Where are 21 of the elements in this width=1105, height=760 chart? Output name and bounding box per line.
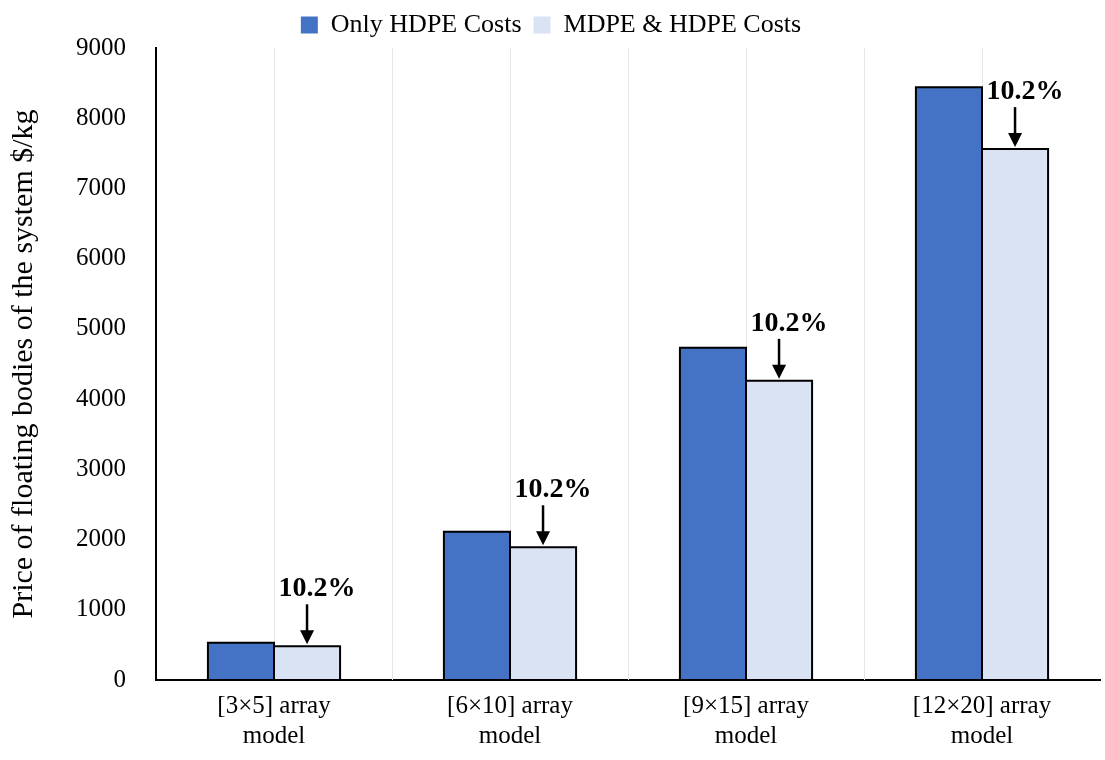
x-tick-label: [6×10] array model — [447, 690, 574, 748]
legend-label: Only HDPE Costs — [330, 8, 522, 38]
annotation: 10.2% — [750, 305, 828, 337]
annotation: 10.2% — [514, 472, 592, 504]
legend-label: MDPE & HDPE Costs — [563, 8, 802, 38]
y-tick-label: 1000 — [76, 594, 126, 622]
y-axis-title: Price of floating bodies of the system $/kg — [4, 109, 38, 619]
annotation: 10.2% — [986, 74, 1064, 106]
x-tick-label: [9×15] array model — [683, 690, 810, 748]
y-tick-label: 8000 — [76, 102, 126, 130]
y-tick-label: 9000 — [76, 32, 126, 60]
y-tick-label: 6000 — [76, 243, 126, 271]
y-tick-label: 2000 — [76, 524, 126, 552]
x-tick-label: [12×20] array model — [912, 690, 1052, 748]
y-tick-label: 7000 — [76, 173, 126, 201]
y-tick-label: 3000 — [76, 453, 126, 481]
y-tick-label: 4000 — [76, 383, 126, 411]
y-tick-label: 5000 — [76, 313, 126, 341]
y-tick-label: 0 — [113, 664, 126, 692]
x-tick-label: [3×5] array model — [217, 690, 332, 748]
annotation: 10.2% — [278, 571, 356, 603]
